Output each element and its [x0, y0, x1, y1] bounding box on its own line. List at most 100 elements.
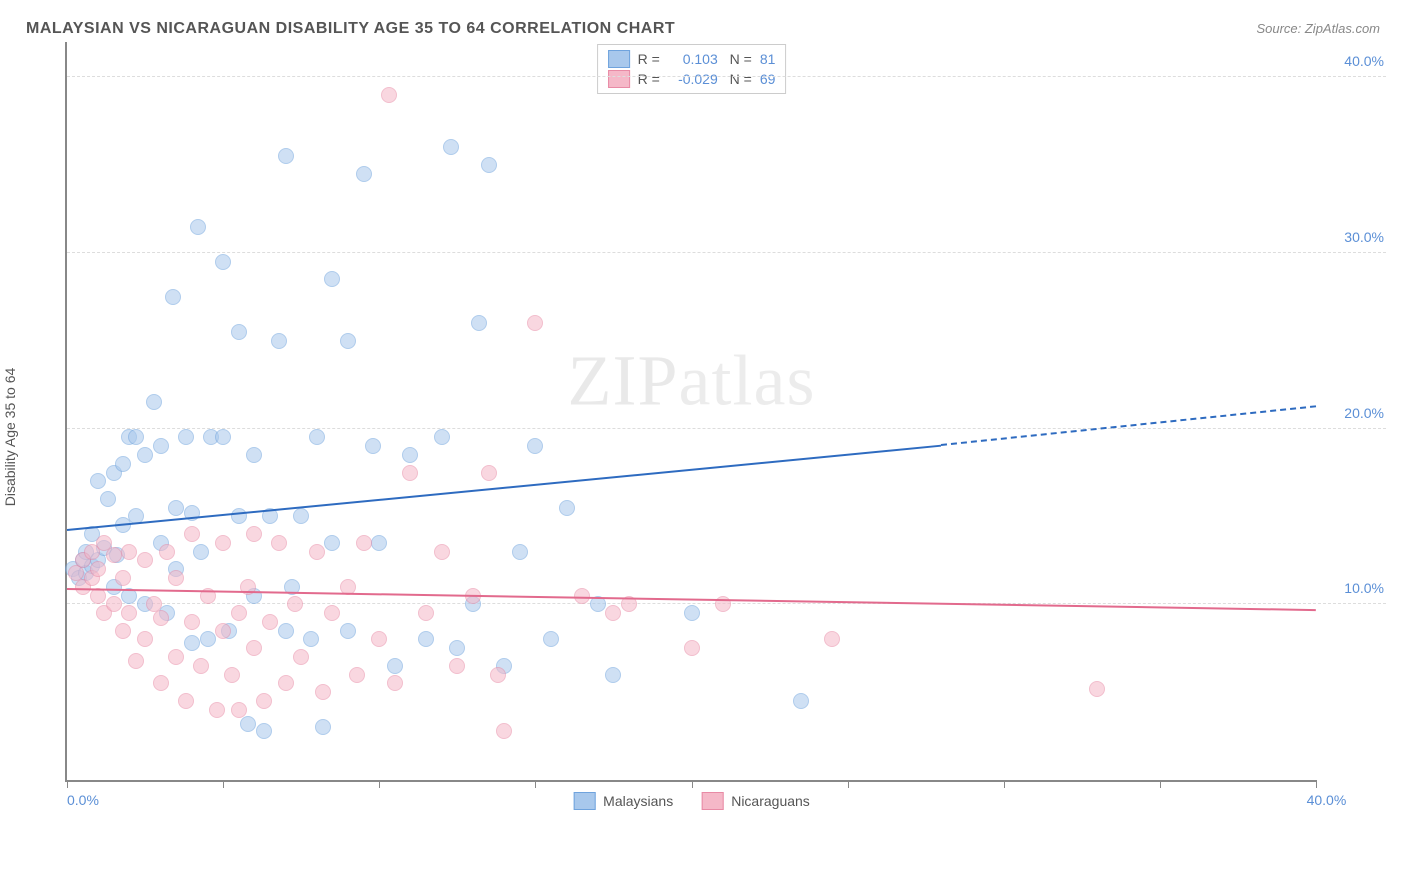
- data-point-malaysians: [153, 438, 169, 454]
- chart-container: MALAYSIAN VS NICARAGUAN DISABILITY AGE 3…: [20, 20, 1386, 872]
- data-point-nicaraguans: [481, 465, 497, 481]
- data-point-malaysians: [434, 429, 450, 445]
- data-point-nicaraguans: [684, 640, 700, 656]
- data-point-malaysians: [178, 429, 194, 445]
- data-point-nicaraguans: [402, 465, 418, 481]
- data-point-malaysians: [100, 491, 116, 507]
- data-point-malaysians: [115, 456, 131, 472]
- data-point-nicaraguans: [371, 631, 387, 647]
- y-tick-label: 30.0%: [1344, 229, 1384, 245]
- correlation-legend: R = 0.103 N = 81 R = -0.029 N = 69: [597, 44, 787, 94]
- data-point-nicaraguans: [106, 547, 122, 563]
- data-point-nicaraguans: [293, 649, 309, 665]
- data-point-nicaraguans: [128, 653, 144, 669]
- data-point-nicaraguans: [387, 675, 403, 691]
- data-point-nicaraguans: [527, 315, 543, 331]
- data-point-malaysians: [200, 631, 216, 647]
- data-point-malaysians: [443, 139, 459, 155]
- data-point-malaysians: [184, 635, 200, 651]
- trendline-extrapolated: [941, 406, 1316, 447]
- data-point-nicaraguans: [168, 649, 184, 665]
- data-point-nicaraguans: [231, 702, 247, 718]
- data-point-malaysians: [418, 631, 434, 647]
- x-tick: [1316, 780, 1317, 788]
- data-point-nicaraguans: [153, 610, 169, 626]
- data-point-malaysians: [315, 719, 331, 735]
- data-point-nicaraguans: [256, 693, 272, 709]
- legend-label-nicaraguans: Nicaraguans: [731, 793, 810, 809]
- series-legend: Malaysians Nicaraguans: [573, 792, 810, 810]
- data-point-malaysians: [278, 148, 294, 164]
- data-point-nicaraguans: [287, 596, 303, 612]
- legend-row-nicaraguans: R = -0.029 N = 69: [608, 69, 776, 89]
- data-point-nicaraguans: [115, 570, 131, 586]
- gridline: [67, 76, 1386, 77]
- x-tick-label: 0.0%: [67, 792, 99, 808]
- data-point-nicaraguans: [418, 605, 434, 621]
- data-point-malaysians: [449, 640, 465, 656]
- data-point-nicaraguans: [605, 605, 621, 621]
- data-point-malaysians: [278, 623, 294, 639]
- gridline: [67, 428, 1386, 429]
- source-credit: Source: ZipAtlas.com: [1256, 21, 1380, 36]
- data-point-malaysians: [793, 693, 809, 709]
- data-point-malaysians: [231, 324, 247, 340]
- data-point-malaysians: [402, 447, 418, 463]
- x-tick: [67, 780, 68, 788]
- gridline: [67, 252, 1386, 253]
- data-point-malaysians: [256, 723, 272, 739]
- data-point-nicaraguans: [159, 544, 175, 560]
- n-value-nicaraguans: 69: [760, 71, 776, 87]
- data-point-nicaraguans: [490, 667, 506, 683]
- data-point-nicaraguans: [574, 588, 590, 604]
- data-point-malaysians: [246, 447, 262, 463]
- data-point-malaysians: [481, 157, 497, 173]
- data-point-malaysians: [190, 219, 206, 235]
- data-point-malaysians: [146, 394, 162, 410]
- data-point-nicaraguans: [137, 631, 153, 647]
- data-point-malaysians: [527, 438, 543, 454]
- n-equals-label: N =: [726, 51, 752, 67]
- x-tick: [848, 780, 849, 788]
- data-point-nicaraguans: [246, 526, 262, 542]
- legend-item-malaysians: Malaysians: [573, 792, 673, 810]
- data-point-nicaraguans: [262, 614, 278, 630]
- n-equals-label: N =: [726, 71, 752, 87]
- x-tick: [535, 780, 536, 788]
- data-point-malaysians: [684, 605, 700, 621]
- data-point-malaysians: [215, 254, 231, 270]
- data-point-nicaraguans: [184, 526, 200, 542]
- data-point-malaysians: [303, 631, 319, 647]
- swatch-malaysians: [608, 50, 630, 68]
- data-point-nicaraguans: [349, 667, 365, 683]
- data-point-malaysians: [512, 544, 528, 560]
- data-point-malaysians: [340, 333, 356, 349]
- data-point-nicaraguans: [90, 561, 106, 577]
- legend-item-nicaraguans: Nicaraguans: [701, 792, 810, 810]
- data-point-malaysians: [365, 438, 381, 454]
- data-point-nicaraguans: [496, 723, 512, 739]
- n-value-malaysians: 81: [760, 51, 776, 67]
- data-point-malaysians: [324, 535, 340, 551]
- data-point-malaysians: [605, 667, 621, 683]
- header-row: MALAYSIAN VS NICARAGUAN DISABILITY AGE 3…: [20, 20, 1386, 42]
- data-point-nicaraguans: [121, 544, 137, 560]
- data-point-malaysians: [387, 658, 403, 674]
- data-point-nicaraguans: [115, 623, 131, 639]
- data-point-malaysians: [559, 500, 575, 516]
- data-point-malaysians: [165, 289, 181, 305]
- watermark: ZIPatlas: [568, 340, 816, 423]
- y-tick-label: 20.0%: [1344, 405, 1384, 421]
- data-point-nicaraguans: [209, 702, 225, 718]
- y-tick-label: 10.0%: [1344, 580, 1384, 596]
- data-point-nicaraguans: [215, 623, 231, 639]
- data-point-nicaraguans: [449, 658, 465, 674]
- data-point-nicaraguans: [168, 570, 184, 586]
- data-point-malaysians: [90, 473, 106, 489]
- data-point-nicaraguans: [231, 605, 247, 621]
- swatch-nicaraguans: [608, 70, 630, 88]
- data-point-nicaraguans: [324, 605, 340, 621]
- data-point-nicaraguans: [381, 87, 397, 103]
- x-tick: [1160, 780, 1161, 788]
- data-point-malaysians: [543, 631, 559, 647]
